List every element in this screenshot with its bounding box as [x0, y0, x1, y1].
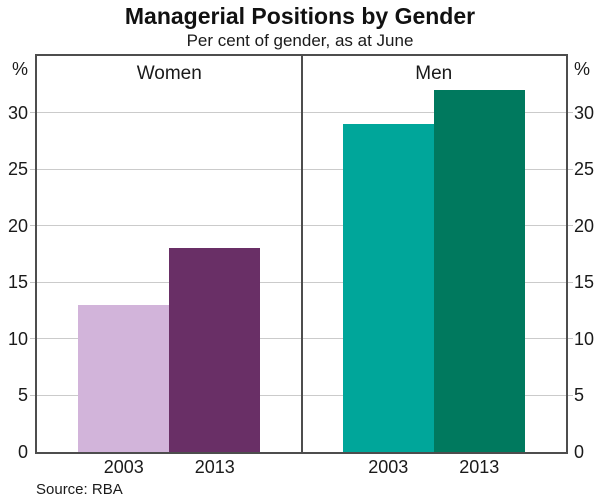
- tick-right-5: [568, 394, 573, 396]
- x-label-men-2003: 2003: [368, 457, 409, 477]
- tick-left-25: [30, 168, 35, 170]
- chart-subtitle: Per cent of gender, as at June: [186, 31, 414, 50]
- bar-men-2013: [433, 89, 525, 452]
- bar-women-2013: [169, 248, 261, 452]
- tick-right-15: [568, 281, 573, 283]
- tick-left-15: [30, 281, 35, 283]
- tick-left-30: [30, 112, 35, 114]
- x-label-women-2003: 2003: [103, 457, 144, 477]
- plot-area: Women 2003 2013 Men 2003 2013: [30, 54, 573, 477]
- y-tick-left-0: 0: [17, 442, 28, 462]
- tick-right-30: [568, 112, 573, 114]
- y-tick-left-5: 5: [17, 385, 28, 406]
- y-tick-left-25: 25: [7, 159, 28, 180]
- panel-label-women: Women: [136, 63, 202, 84]
- y-axis-unit-left: %: [11, 59, 28, 79]
- y-tick-left-10: 10: [7, 328, 28, 349]
- y-tick-left-15: 15: [7, 272, 28, 293]
- y-tick-right-20: 20: [574, 215, 595, 236]
- x-label-men-2013: 2013: [459, 457, 500, 477]
- tick-left-20: [30, 225, 35, 227]
- tick-right-25: [568, 168, 573, 170]
- chart-title: Managerial Positions by Gender: [124, 3, 476, 29]
- bar-women-2003: [78, 304, 170, 452]
- y-tick-right-25: 25: [574, 159, 595, 180]
- tick-right-10: [568, 338, 573, 340]
- tick-right-20: [568, 225, 573, 227]
- tick-left-5: [30, 394, 35, 396]
- source-note: Source: RBA: [36, 481, 123, 498]
- panel-label-men: Men: [415, 63, 453, 84]
- panel-divider: [300, 56, 303, 452]
- y-tick-left-20: 20: [7, 215, 28, 236]
- tick-left-10: [30, 338, 35, 340]
- y-tick-right-10: 10: [574, 328, 595, 349]
- y-axis-unit-right: %: [574, 59, 591, 79]
- y-tick-right-5: 5: [574, 385, 585, 406]
- y-tick-left-30: 30: [7, 102, 28, 123]
- y-tick-right-0: 0: [574, 442, 585, 462]
- y-tick-right-30: 30: [574, 102, 595, 123]
- y-tick-right-15: 15: [574, 272, 595, 293]
- bar-men-2003: [342, 123, 434, 452]
- x-label-women-2013: 2013: [194, 457, 235, 477]
